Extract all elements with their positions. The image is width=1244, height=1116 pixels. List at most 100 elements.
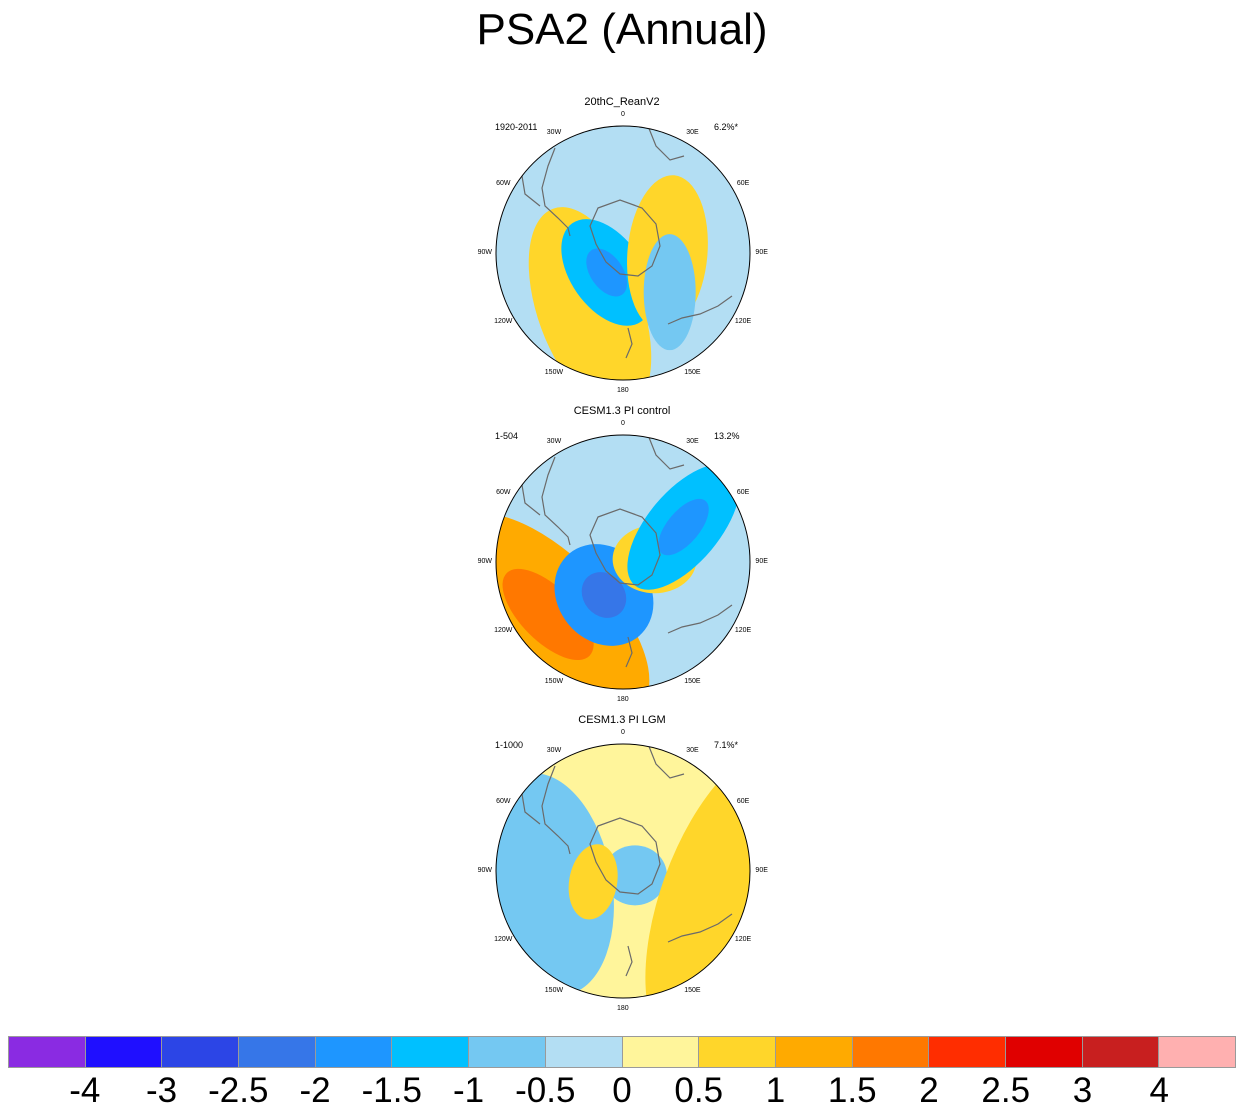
longitude-label: 180 [617, 696, 629, 704]
contour-region [568, 844, 618, 920]
longitude-label: 60E [736, 797, 750, 805]
colorbar-tick-label: 0 [612, 1071, 632, 1110]
colorbar-tick-label: 2 [919, 1071, 939, 1110]
longitude-label: 0 [621, 728, 625, 736]
coastline [541, 456, 571, 546]
longitude-label: 150W [544, 368, 564, 376]
colorbar-tick-label: 2.5 [981, 1071, 1031, 1110]
colorbar-tick-label: 0.5 [674, 1071, 724, 1110]
colorbar-swatch [1004, 1036, 1082, 1068]
contour-core [658, 498, 709, 556]
map-panel-cesm-pi-lgm: CESM1.3 PI LGM 1-1000 7.1%* 0 30E 60E 90E 12… [470, 714, 774, 1014]
longitude-label: 90E [755, 249, 768, 256]
longitude-label: 30E [686, 438, 699, 446]
coastlines [521, 744, 733, 998]
longitude-label: 120W [494, 318, 513, 326]
longitude-label: 180 [617, 387, 629, 395]
contour-region [643, 234, 696, 351]
coastline [589, 199, 661, 277]
period-label: 1-504 [495, 431, 519, 441]
coastline [647, 126, 685, 161]
colorbar-tick-label: 1 [765, 1071, 786, 1110]
colorbar [8, 1036, 1236, 1068]
coastlines [521, 435, 733, 689]
longitude-label: 60E [736, 179, 750, 187]
longitude-label: 150W [544, 677, 564, 685]
colorbar-tick-label: -4 [69, 1071, 101, 1110]
longitude-label: 150E [684, 986, 701, 994]
contour-core [581, 572, 627, 618]
coastline [665, 995, 685, 998]
polar-map [495, 434, 751, 690]
coastline [667, 604, 733, 634]
colorbar-tick-label: -1.5 [361, 1071, 422, 1110]
coastline [541, 765, 571, 855]
colorbar-swatch [468, 1036, 545, 1068]
colorbar-swatch [84, 1036, 162, 1068]
coastline [647, 435, 685, 470]
longitude-label: 60W [496, 179, 511, 187]
colorbar-swatch [391, 1036, 469, 1068]
coastline [665, 377, 685, 380]
longitude-label: 150E [684, 368, 701, 376]
coastline [647, 744, 685, 779]
colorbar-labels: -4 -3 -2.5 -2 -1.5 -1 -0.5 0 0.5 1 1.5 2 2.5 3 4 [0, 1070, 1244, 1114]
colorbar-swatch [774, 1036, 852, 1068]
longitude-label: 0 [621, 110, 625, 118]
panel-title: CESM1.3 PI control [573, 405, 671, 417]
colorbar-swatch [698, 1036, 775, 1068]
coastline [625, 945, 633, 977]
longitude-label: 150W [544, 986, 564, 994]
longitude-label: 120E [734, 627, 752, 635]
period-label: 1-1000 [495, 740, 524, 750]
colorbar-tick-label: 3 [1072, 1071, 1093, 1110]
colorbar-tick-label: -1 [452, 1071, 485, 1110]
coastline [541, 147, 571, 237]
longitude-label: 120E [734, 936, 752, 944]
map-boundary [495, 125, 751, 381]
longitude-label: 30W [546, 747, 562, 755]
coastline [667, 295, 733, 325]
longitude-label: 120W [494, 936, 513, 944]
longitude-label: 30E [686, 129, 699, 137]
longitude-label: 120E [734, 318, 752, 326]
map-panel-20thc-reanv2: 20thC_ReanV2 1920-2011 6.2%* 0 30E 60E 90E 1… [470, 96, 774, 396]
longitude-label: 60W [496, 488, 511, 496]
longitude-label: 180 [617, 1005, 629, 1013]
contour-core [586, 248, 628, 297]
longitude-label: 90E [755, 867, 768, 874]
colorbar-swatch [1081, 1036, 1159, 1068]
colorbar-tick-label: -0.5 [515, 1071, 576, 1110]
longitude-label: 0 [621, 419, 625, 427]
colorbar-swatch [161, 1036, 239, 1068]
coastline [625, 636, 633, 668]
coastline [625, 327, 633, 359]
longitude-label: 60W [496, 797, 511, 805]
coastline [589, 508, 661, 586]
longitude-label: 30W [546, 438, 562, 446]
longitude-label: 90W [477, 558, 492, 565]
colorbar-swatch [1158, 1036, 1236, 1068]
colorbar-swatch [928, 1036, 1005, 1068]
longitude-label: 30E [686, 747, 699, 755]
colorbar-swatch [544, 1036, 622, 1068]
longitude-label: 90W [477, 867, 492, 874]
variance-label: 6.2%* [714, 122, 739, 132]
colorbar-tick-label: -3 [145, 1071, 178, 1110]
coastline [589, 817, 661, 895]
variance-label: 7.1%* [714, 740, 739, 750]
panel-title: CESM1.3 PI LGM [578, 714, 666, 726]
coastline [665, 686, 685, 689]
contour-core [502, 568, 594, 661]
colorbar-swatch [621, 1036, 699, 1068]
colorbar-swatch [851, 1036, 929, 1068]
longitude-label: 60E [736, 488, 750, 496]
colorbar-swatch [314, 1036, 392, 1068]
longitude-label: 90W [477, 249, 492, 256]
map-boundary [495, 743, 751, 999]
map-boundary [495, 434, 751, 690]
colorbar-tick-label: 4 [1149, 1071, 1169, 1110]
figure-title: PSA2 (Annual) [476, 5, 768, 54]
longitude-label: 90E [755, 558, 768, 565]
longitude-label: 120W [494, 627, 513, 635]
